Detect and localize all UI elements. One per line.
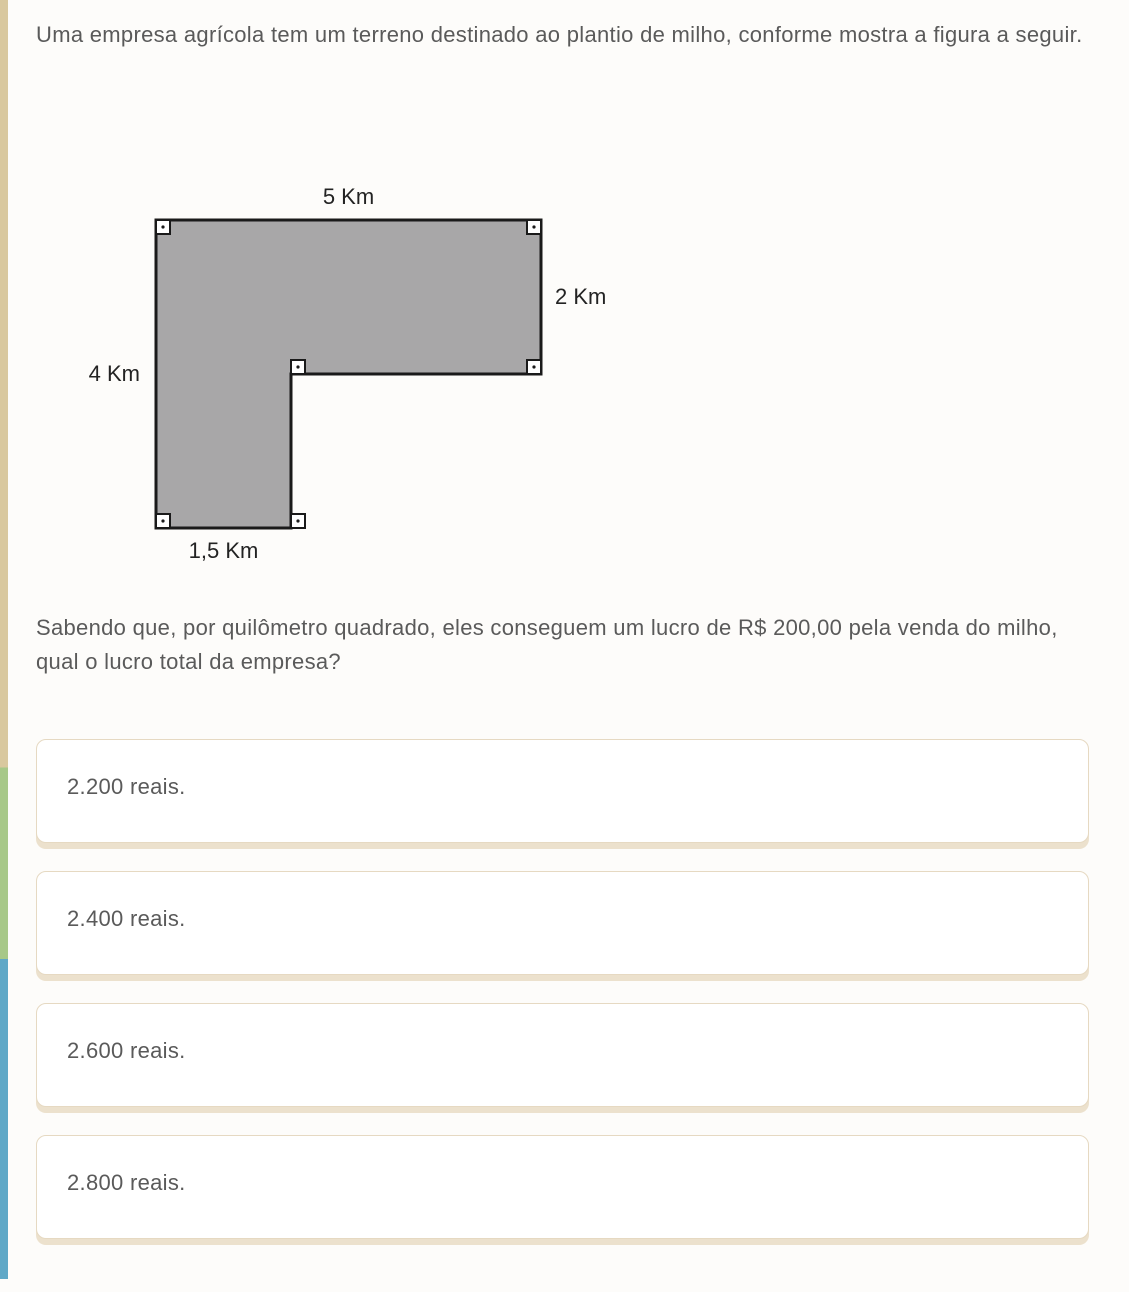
question-intro: Uma empresa agrícola tem um terreno dest… bbox=[36, 18, 1089, 52]
option-d[interactable]: 2.800 reais. bbox=[36, 1135, 1089, 1239]
question-prompt: Sabendo que, por quilômetro quadrado, el… bbox=[36, 611, 1089, 679]
question-page: Uma empresa agrícola tem um terreno dest… bbox=[0, 0, 1129, 1279]
option-label: 2.400 reais. bbox=[67, 906, 186, 931]
figure-container: 5 Km 2 Km 4 Km 1,5 Km bbox=[36, 80, 1089, 575]
l-shape-diagram: 5 Km 2 Km 4 Km 1,5 Km bbox=[36, 80, 656, 570]
option-a[interactable]: 2.200 reais. bbox=[36, 739, 1089, 843]
options-list: 2.200 reais. 2.400 reais. 2.600 reais. 2… bbox=[36, 739, 1089, 1239]
left-accent-bar bbox=[0, 0, 8, 1279]
option-label: 2.200 reais. bbox=[67, 774, 186, 799]
svg-text:5 Km: 5 Km bbox=[323, 184, 374, 209]
option-label: 2.600 reais. bbox=[67, 1038, 186, 1063]
svg-text:1,5 Km: 1,5 Km bbox=[189, 538, 259, 563]
svg-text:2 Km: 2 Km bbox=[555, 284, 606, 309]
option-c[interactable]: 2.600 reais. bbox=[36, 1003, 1089, 1107]
option-b[interactable]: 2.400 reais. bbox=[36, 871, 1089, 975]
svg-text:4 Km: 4 Km bbox=[89, 361, 140, 386]
option-label: 2.800 reais. bbox=[67, 1170, 186, 1195]
